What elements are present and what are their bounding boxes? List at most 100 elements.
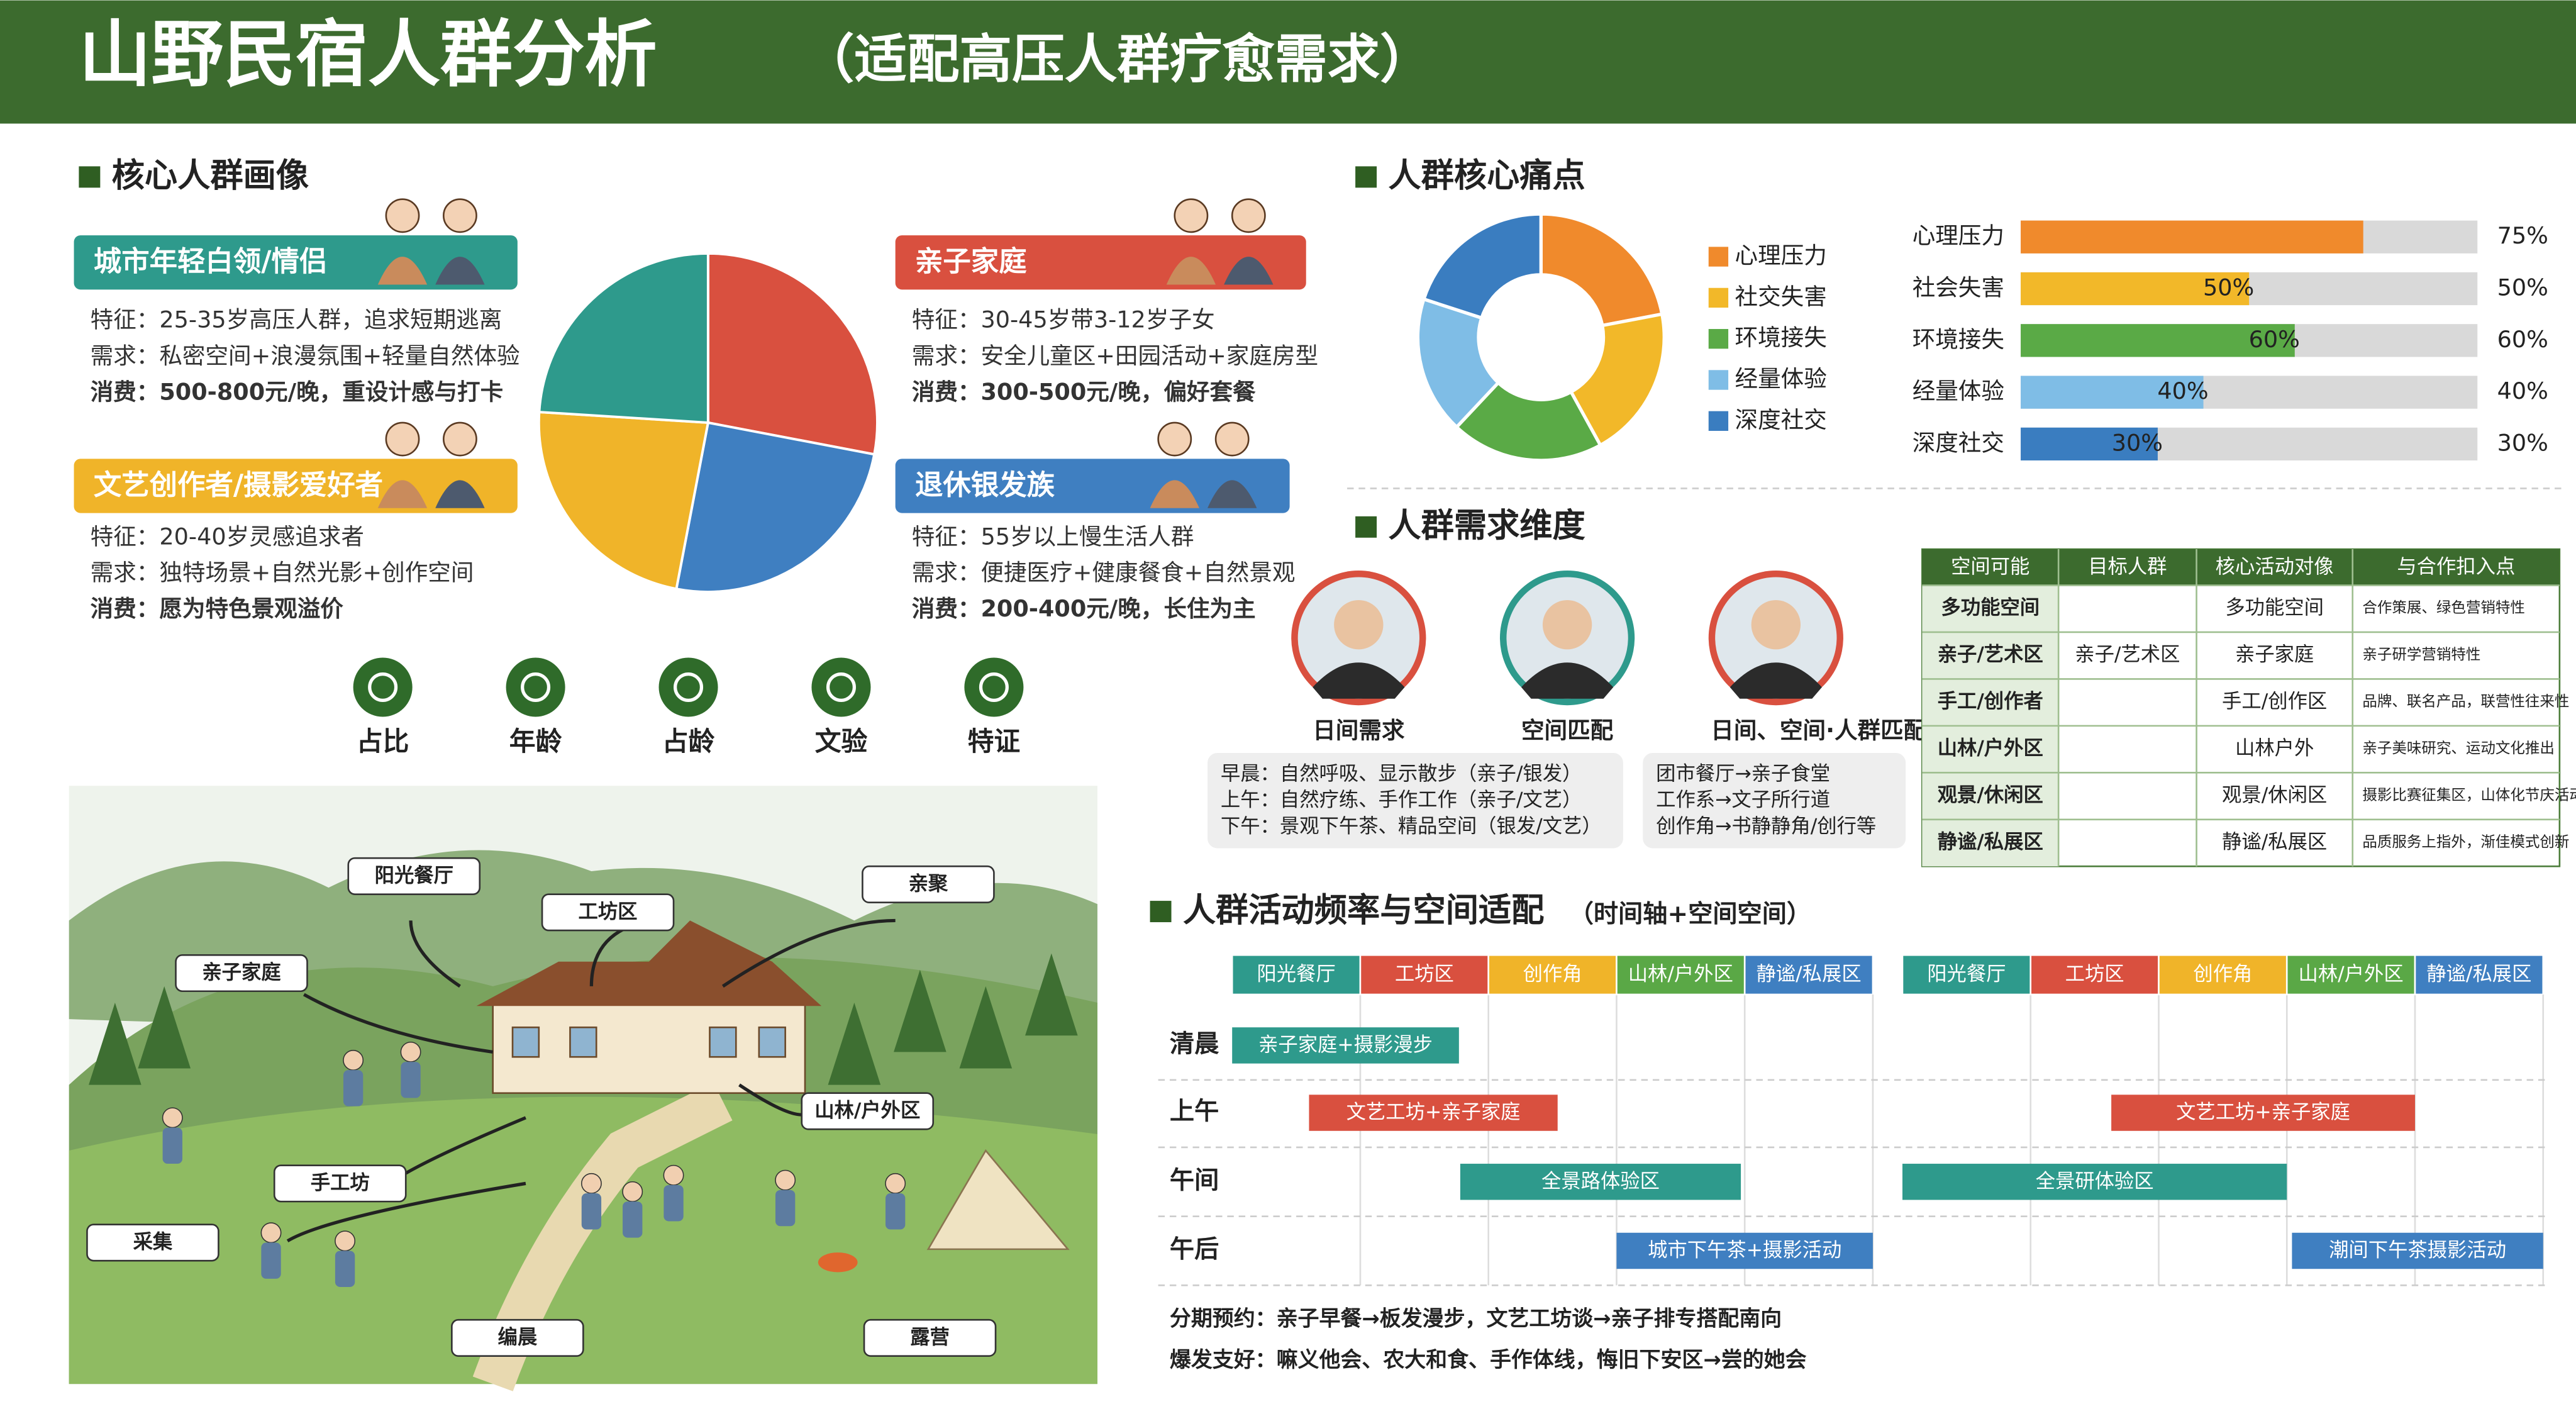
- flow-arrow: [589, 927, 625, 986]
- figure-body: [435, 480, 485, 508]
- section-heading: 人群活动频率与空间适配: [1183, 891, 1545, 929]
- zone-header: [1616, 954, 1746, 996]
- table-cell: 合作策展、绿色营销特性: [2362, 599, 2525, 616]
- table-cell: 亲子美味研究、运动文化推出: [2362, 739, 2555, 757]
- person-head: [400, 1041, 421, 1062]
- map-label: 采集: [133, 1230, 173, 1253]
- person-body: [886, 1193, 906, 1230]
- donut-segment: [1416, 297, 1501, 430]
- tree: [894, 969, 947, 1052]
- icon-circle: [811, 657, 871, 717]
- tree: [1025, 953, 1078, 1036]
- table-cell: 多功能空间: [2225, 596, 2324, 619]
- house-window: [569, 1026, 597, 1058]
- icon-glyph: [521, 672, 551, 702]
- person-body: [581, 1193, 602, 1230]
- table-cell: 观景/休闲区: [2222, 784, 2327, 806]
- group-line: 需求：便捷医疗+健康餐食+自然景观: [912, 559, 1296, 586]
- time-label: 午间: [1170, 1166, 1219, 1195]
- tree: [89, 1003, 142, 1085]
- table-cell: 品质服务上指外，渐佳模式创新: [2362, 833, 2569, 850]
- heading-marker: [1355, 516, 1377, 538]
- table-cell: 山林户外: [2235, 737, 2314, 759]
- zone-header: [2414, 954, 2545, 996]
- section-heading: 核心人群画像: [112, 157, 309, 195]
- map-label: 露营: [910, 1326, 950, 1349]
- group-line: 消费：500-800元/晚，重设计感与打卡: [91, 378, 503, 405]
- icon-glyph: [368, 672, 398, 702]
- avatar-face: [1334, 600, 1384, 650]
- figure-head: [385, 421, 420, 457]
- zone-name: 工坊区: [1395, 963, 1454, 986]
- section-heading: 人群核心痛点: [1388, 157, 1585, 195]
- person-head: [260, 1222, 282, 1244]
- icon-circle: [658, 657, 718, 717]
- person-body: [623, 1201, 643, 1238]
- needs-line: 早晨：自然呼吸、显示散步（亲子/银发）: [1221, 762, 1582, 785]
- activity-text: 全景路体验区: [1541, 1170, 1660, 1193]
- icon-label: 年龄: [509, 726, 562, 757]
- group-name: 退休银发族: [915, 469, 1055, 501]
- house-window: [511, 1026, 540, 1058]
- group-line: 特征：55岁以上慢生活人群: [912, 523, 1194, 550]
- table-cell: 亲子研学营销特性: [2362, 645, 2480, 663]
- pie-slice: [538, 252, 709, 425]
- figure-body: [377, 480, 428, 508]
- zone-header: [2158, 954, 2288, 996]
- icon-circle: [506, 657, 565, 717]
- donut-segment: [1539, 212, 1664, 328]
- path-trail: [472, 1082, 733, 1391]
- bar: [2021, 220, 2363, 254]
- table-cell: 静谧/私展区: [2222, 830, 2327, 853]
- bar-inner-label: 60%: [2249, 326, 2300, 353]
- needs-line: 上午：自然疗练、手作工作（亲子/文艺）: [1221, 789, 1582, 811]
- figure-body: [1150, 480, 1199, 508]
- group-line: 特征：30-45岁带3-12岁子女: [912, 306, 1215, 333]
- zone-header: [1231, 954, 1362, 996]
- legend-swatch: [1708, 411, 1729, 431]
- donut-segment: [1454, 380, 1603, 462]
- figure-head: [442, 198, 477, 233]
- person-head: [663, 1164, 684, 1186]
- zone-header: [1487, 954, 1618, 996]
- pie-slice: [706, 252, 879, 456]
- heading-marker: [1355, 166, 1377, 188]
- zone-name: 创作角: [2193, 963, 2252, 986]
- group-name: 文艺创作者/摄影爱好者: [94, 469, 383, 501]
- house-roof: [476, 920, 822, 1006]
- group-name: 亲子家庭: [915, 246, 1027, 278]
- bar-inner-label: 30%: [2112, 429, 2163, 456]
- table-cell: 亲子/艺术区: [2075, 644, 2180, 666]
- map-label-box: [86, 1223, 219, 1262]
- time-label: 清晨: [1170, 1030, 1219, 1058]
- needs-box: [1208, 752, 1623, 849]
- table-header: 与合作扣入点: [2397, 555, 2515, 578]
- person-body: [335, 1251, 355, 1287]
- bar-value-label: 30%: [2497, 429, 2548, 456]
- pie-slice: [675, 421, 876, 593]
- table-cell: 观景/休闲区: [1938, 784, 2043, 806]
- icon-glyph: [979, 672, 1009, 702]
- donut-segment: [1421, 212, 1543, 320]
- needs-line: 下午：景观下午茶、精品空间（银发/文艺）: [1221, 815, 1602, 838]
- map-label: 阳光餐厅: [375, 864, 453, 887]
- activity-bar: [1616, 1232, 1873, 1269]
- zone-name: 创作角: [1523, 963, 1582, 986]
- zone-header: [2029, 954, 2160, 996]
- group-line: 消费：200-400元/晚，长住为主: [912, 595, 1256, 622]
- map-label-box: [175, 954, 308, 993]
- flow-arrow: [286, 1181, 526, 1243]
- activity-bar: [1902, 1164, 2287, 1200]
- icon-glyph: [826, 672, 856, 702]
- group-line: 需求：独特场景+自然光影+创作空间: [91, 559, 474, 586]
- figure-head: [1157, 421, 1192, 457]
- section-heading: 人群需求维度: [1388, 507, 1585, 545]
- table-cell: 手工/创作区: [2222, 690, 2327, 713]
- icon-label: 文验: [815, 726, 868, 757]
- table-row-label-bg: [1922, 632, 2059, 679]
- figure-head: [1231, 198, 1266, 233]
- person-head: [580, 1173, 602, 1194]
- bar-label: 环境接失: [1913, 326, 2004, 353]
- icon-circle: [353, 657, 413, 717]
- legend-swatch: [1708, 287, 1729, 308]
